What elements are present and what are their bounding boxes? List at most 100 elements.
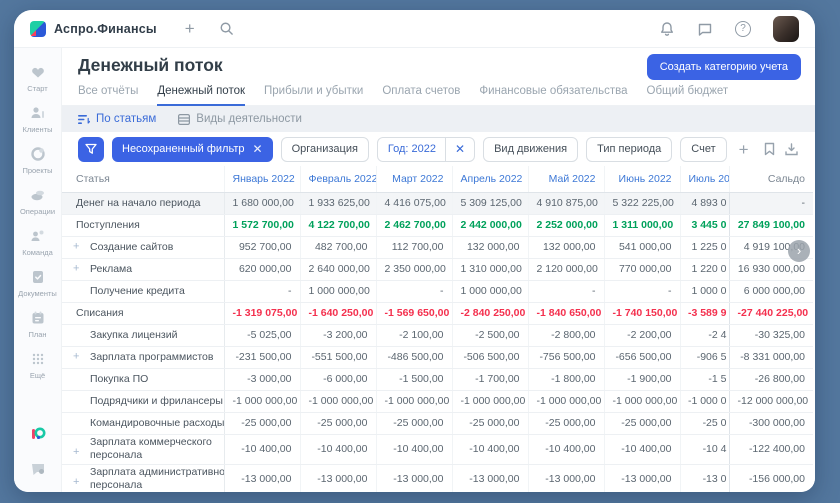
report-tab[interactable]: Финансовые обязательства — [479, 85, 628, 97]
cell-saldo: -26 800,00 — [728, 368, 813, 391]
row-label: + Денег на начало периода — [62, 192, 225, 215]
scroll-right-button[interactable]: › — [788, 240, 810, 262]
column-header-april[interactable]: Апрель 2022 — [452, 166, 529, 193]
report-tab[interactable]: Все отчёты — [78, 85, 139, 97]
cell-january: - — [224, 280, 301, 303]
cell-january: 1 572 700,00 — [224, 214, 301, 237]
download-icon[interactable] — [784, 142, 799, 157]
more-icon — [32, 353, 43, 365]
report-tab[interactable]: Денежный поток — [157, 85, 246, 106]
table-row: + Подрядчики и фрилансеры -1 000 000,00 … — [62, 390, 813, 413]
cell-july: 4 893 0 — [680, 192, 729, 215]
sidebar-item-more[interactable]: Ещё — [14, 345, 61, 386]
cell-july: -10 4 — [680, 434, 729, 465]
sidebar-item-documents[interactable]: Документы — [14, 263, 61, 304]
view-by-activity[interactable]: Виды деятельности — [178, 113, 302, 125]
cell-june: -13 000,00 — [604, 464, 681, 492]
row-label: + Закупка лицензий — [62, 324, 225, 347]
cell-march: -1 569 650,00 — [376, 302, 453, 325]
remove-year-filter-icon[interactable]: ✕ — [445, 137, 474, 161]
cell-january: -13 000,00 — [224, 464, 301, 492]
filter-chip-account[interactable]: Счет — [680, 136, 727, 162]
cell-april: -10 400,00 — [452, 434, 529, 465]
expand-toggle-icon[interactable]: + — [73, 262, 80, 275]
column-header-january[interactable]: Январь 2022 — [224, 166, 301, 193]
row-label: + Списания — [62, 302, 225, 325]
list-icon — [178, 113, 191, 125]
messages-icon[interactable] — [697, 21, 713, 37]
row-label: + Реклама — [62, 258, 225, 281]
expand-toggle-icon[interactable]: + — [73, 446, 80, 459]
cell-march: -1 000 000,00 — [376, 390, 453, 413]
row-label: + Создание сайтов — [62, 236, 225, 259]
report-tab[interactable]: Общий бюджет — [646, 85, 729, 97]
bookmark-icon[interactable] — [763, 142, 776, 156]
cell-march: -13 000,00 — [376, 464, 453, 492]
filter-funnel-button[interactable] — [78, 136, 104, 162]
filter-chip-organization[interactable]: Организация — [280, 136, 369, 162]
cell-may: -1 800,00 — [528, 368, 605, 391]
row-label: + Зарплата административного персонала — [62, 464, 225, 492]
filter-chip-period-type[interactable]: Тип периода — [586, 136, 673, 162]
search-icon[interactable] — [219, 21, 234, 36]
cell-july: -3 589 9 — [680, 302, 729, 325]
sidebar-item-plan[interactable]: План — [14, 304, 61, 345]
table-row: + Поступления 1 572 700,00 4 122 700,00 … — [62, 214, 813, 237]
support-chat-icon[interactable] — [29, 460, 47, 478]
sidebar-item-team[interactable]: Команда — [14, 222, 61, 263]
table-row: + Денег на начало периода 1 680 000,00 1… — [62, 192, 813, 215]
cell-april: 2 442 000,00 — [452, 214, 529, 237]
column-header-saldo: Сальдо — [728, 166, 813, 193]
expand-toggle-icon[interactable]: + — [73, 476, 80, 489]
sidebar-item-operations[interactable]: Операции — [14, 181, 61, 222]
cell-saldo: -8 331 000,00 — [728, 346, 813, 369]
cell-january: -1 319 075,00 — [224, 302, 301, 325]
column-header-june[interactable]: Июнь 2022 — [604, 166, 681, 193]
clear-filter-icon[interactable]: ✕ — [252, 142, 263, 156]
cell-june: 5 322 225,00 — [604, 192, 681, 215]
table-row: + Получение кредита - 1 000 000,00 - 1 0… — [62, 280, 813, 303]
cell-may: -756 500,00 — [528, 346, 605, 369]
cell-january: 1 680 000,00 — [224, 192, 301, 215]
help-icon[interactable]: ? — [735, 20, 751, 37]
cashflow-table: Статья Январь 2022 Февраль 2022 Март 202… — [62, 166, 815, 492]
column-header-february[interactable]: Февраль 2022 — [300, 166, 377, 193]
view-by-articles[interactable]: По статьям — [78, 113, 156, 125]
sidebar-item-clients[interactable]: Клиенты — [14, 99, 61, 140]
filter-chip-year[interactable]: Год: 2022 ✕ — [376, 136, 476, 162]
cell-february: 1 933 625,00 — [300, 192, 377, 215]
row-label: + Покупка ПО — [62, 368, 225, 391]
cell-march: -2 100,00 — [376, 324, 453, 347]
cell-march: 2 462 700,00 — [376, 214, 453, 237]
cell-april: -2 840 250,00 — [452, 302, 529, 325]
bell-icon[interactable] — [659, 21, 675, 37]
cell-january: -1 000 000,00 — [224, 390, 301, 413]
expand-toggle-icon[interactable]: + — [73, 240, 80, 253]
sidebar-item-start[interactable]: Старт — [14, 58, 61, 99]
column-header-march[interactable]: Март 2022 — [376, 166, 453, 193]
view-switch: По статьям Виды деятельности — [62, 106, 815, 132]
cell-february: -551 500,00 — [300, 346, 377, 369]
filter-bar: Несохраненный фильтр ✕ Организация Год: … — [62, 132, 815, 166]
filter-chip-movement-type[interactable]: Вид движения — [483, 136, 579, 162]
unsaved-filter-chip[interactable]: Несохраненный фильтр ✕ — [112, 136, 273, 162]
report-tab[interactable]: Оплата счетов — [382, 85, 461, 97]
global-add-icon[interactable]: + — [184, 19, 195, 38]
create-category-button[interactable]: Создать категорию учета — [646, 54, 801, 80]
expand-toggle-icon[interactable]: + — [73, 350, 80, 363]
aspro-logo — [31, 427, 45, 439]
cell-saldo: - — [728, 192, 813, 215]
report-tab[interactable]: Прибыли и убытки — [264, 85, 364, 97]
add-filter-icon[interactable]: + — [738, 139, 749, 159]
cell-may: -1 840 650,00 — [528, 302, 605, 325]
cell-april: -506 500,00 — [452, 346, 529, 369]
avatar[interactable] — [773, 15, 799, 42]
sidebar-item-projects[interactable]: Проекты — [14, 140, 61, 181]
cell-may: 2 120 000,00 — [528, 258, 605, 281]
column-header-may[interactable]: Май 2022 — [528, 166, 605, 193]
column-header-july[interactable]: Июль 20 — [680, 166, 730, 193]
sidebar: Старт Клиенты Проекты Операции Команда Д… — [14, 48, 62, 492]
cell-may: -2 800,00 — [528, 324, 605, 347]
cell-january: -5 025,00 — [224, 324, 301, 347]
cell-may: -13 000,00 — [528, 464, 605, 492]
